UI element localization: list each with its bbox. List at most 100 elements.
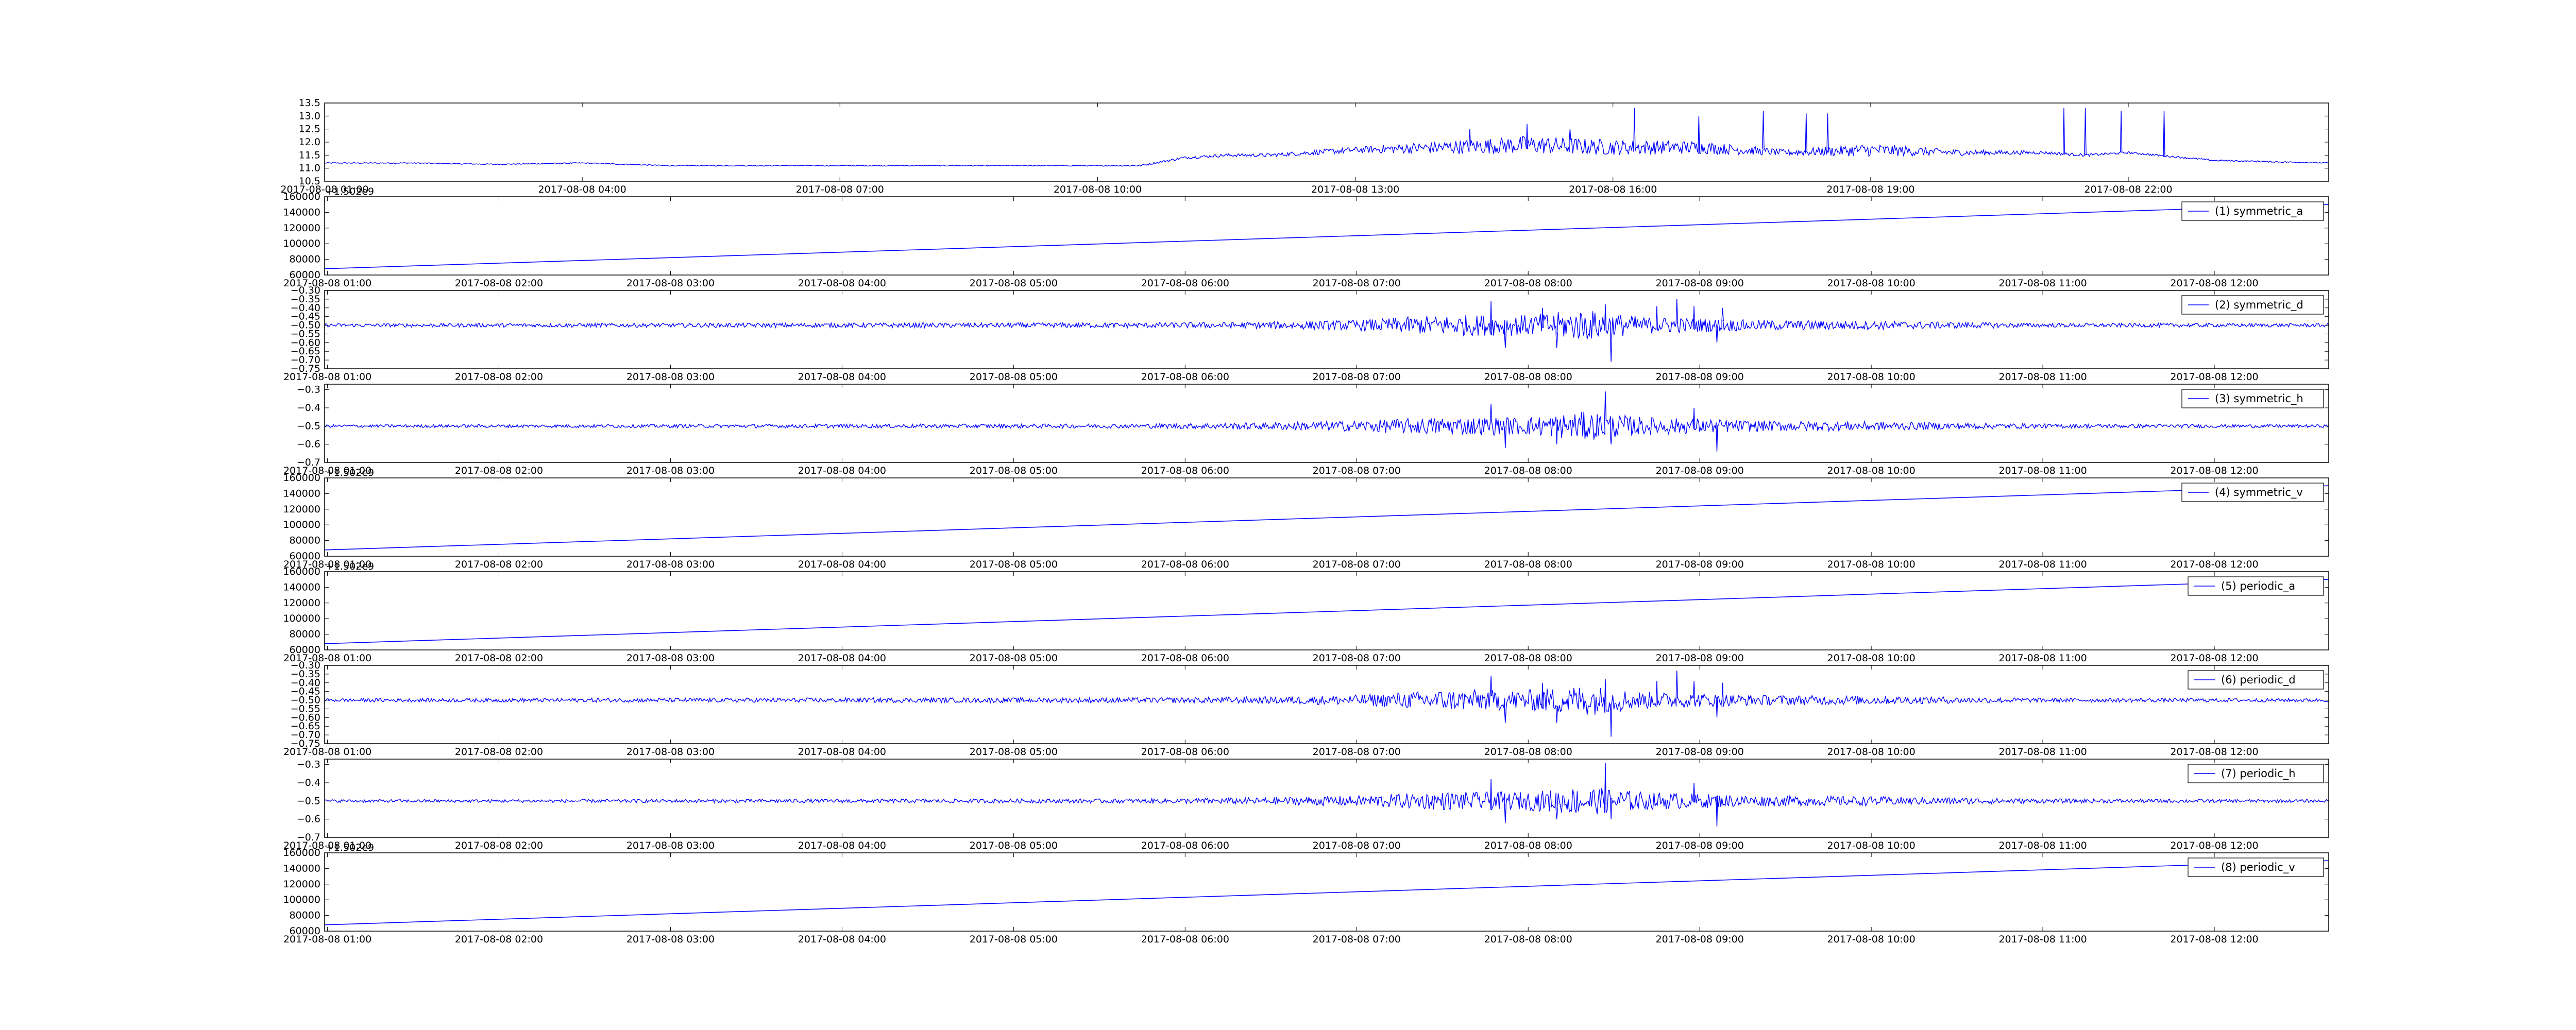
xtick-label: 2017-08-08 11:00 <box>1998 746 2087 758</box>
xtick-label: 2017-08-08 04:00 <box>798 465 886 476</box>
xtick-label: 2017-08-08 02:00 <box>455 934 543 945</box>
ytick-label: 140000 <box>283 863 320 874</box>
xtick-label: 2017-08-08 04:00 <box>798 653 886 664</box>
xtick-label: 2017-08-08 01:00 <box>283 934 371 945</box>
ytick-label: −0.50 <box>291 320 320 331</box>
xtick-label: 2017-08-08 01:00 <box>283 653 371 664</box>
xtick-label: 2017-08-08 03:00 <box>626 371 715 383</box>
series-line-periodic_a <box>324 579 2329 644</box>
xtick-label: 2017-08-08 07:00 <box>796 184 884 195</box>
xtick-label: 2017-08-08 04:00 <box>798 559 886 570</box>
xtick-label: 2017-08-08 01:00 <box>283 465 371 476</box>
ytick-label: −0.55 <box>291 703 320 714</box>
ytick-label: 60000 <box>290 551 320 562</box>
xtick-label: 2017-08-08 11:00 <box>1998 278 2087 289</box>
ytick-label: 160000 <box>283 847 320 859</box>
offset-label: +1.502e9 <box>326 186 374 197</box>
legend-periodic_v: (8) periodic_v <box>2188 857 2324 877</box>
ytick-label: 100000 <box>283 894 320 905</box>
xtick-label: 2017-08-08 06:00 <box>1141 746 1229 758</box>
ytick-label: −0.5 <box>297 795 320 806</box>
ytick-label: −0.7 <box>297 832 320 843</box>
axes-frame-periodic_d <box>324 665 2329 744</box>
xtick-label: 2017-08-08 05:00 <box>970 465 1058 476</box>
subplot-periodic_h: −0.7 −0.6 −0.5 −0.4 −0.3 2017-08-08 01:00 2017… <box>283 759 2329 851</box>
xtick-label: 2017-08-08 11:00 <box>1998 934 2087 945</box>
subplot-periodic_a: 60000800001000001200001400001600002017-0… <box>283 561 2329 664</box>
xtick-label: 2017-08-08 10:00 <box>1827 840 1916 851</box>
ytick-label: −0.3 <box>297 384 320 396</box>
ytick-label: −0.70 <box>291 729 320 741</box>
axes-frame-periodic_a <box>324 571 2329 650</box>
xtick-label: 2017-08-08 01:00 <box>283 559 371 570</box>
offset-label: +1.502e9 <box>326 561 374 572</box>
legend-label: (5) periodic_a <box>2221 580 2295 593</box>
xtick-label: 2017-08-08 07:00 <box>1313 653 1401 664</box>
xtick-label: 2017-08-08 06:00 <box>1141 653 1229 664</box>
ytick-label: 60000 <box>290 644 320 656</box>
legend-label: (3) symmetric_h <box>2215 392 2303 405</box>
xtick-label: 2017-08-08 01:00 <box>283 746 371 758</box>
ytick-label: −0.3 <box>297 759 320 770</box>
xtick-label: 2017-08-08 11:00 <box>1998 840 2087 851</box>
xtick-label: 2017-08-08 01:00 <box>283 278 371 289</box>
xtick-label: 2017-08-08 10:00 <box>1827 934 1916 945</box>
ytick-label: 12.5 <box>299 124 320 135</box>
xtick-label: 2017-08-08 07:00 <box>1313 278 1401 289</box>
xtick-label: 2017-08-08 02:00 <box>455 746 543 758</box>
ytick-label: 100000 <box>283 238 320 249</box>
series-line-raw <box>324 108 2329 167</box>
ytick-label: −0.35 <box>291 294 320 305</box>
xtick-label: 2017-08-08 19:00 <box>1826 184 1914 195</box>
xtick-label: 2017-08-08 12:00 <box>2170 465 2258 476</box>
ytick-label: 10.5 <box>299 176 320 187</box>
ytick-label: −0.55 <box>291 328 320 339</box>
legend-periodic_d: (6) periodic_d <box>2188 670 2324 690</box>
ytick-label: −0.65 <box>291 720 320 732</box>
offset-label: +1.502e9 <box>326 467 374 478</box>
subplot-raw: 10.5 11.0 11.512.012.5 13.013.5 2017-08-08 0… <box>280 97 2329 195</box>
ytick-label: −0.7 <box>297 457 320 468</box>
ytick-label: 11.5 <box>299 149 320 161</box>
xtick-label: 2017-08-08 10:00 <box>1054 184 1142 195</box>
subplot-symmetric_h: −0.7 −0.6 −0.5 −0.4 −0.3 2017-08-08 01:00 2017… <box>283 384 2329 476</box>
ytick-label: −0.40 <box>291 677 320 689</box>
xtick-label: 2017-08-08 07:00 <box>1313 465 1401 476</box>
xtick-label: 2017-08-08 03:00 <box>626 559 715 570</box>
legend-label: (6) periodic_d <box>2221 674 2296 686</box>
axes-frame-periodic_h <box>324 759 2329 838</box>
ytick-label: 100000 <box>283 613 320 624</box>
ytick-label: −0.50 <box>291 695 320 706</box>
ytick-label: −0.70 <box>291 354 320 366</box>
xtick-label: 2017-08-08 08:00 <box>1484 653 1572 664</box>
ytick-label: 60000 <box>290 269 320 281</box>
xtick-label: 2017-08-08 03:00 <box>626 840 715 851</box>
xtick-label: 2017-08-08 04:00 <box>798 934 886 945</box>
xtick-label: 2017-08-08 22:00 <box>2084 184 2172 195</box>
ytick-label: −0.30 <box>291 285 320 296</box>
xtick-label: 2017-08-08 11:00 <box>1998 371 2087 383</box>
axes-frame-symmetric_h <box>324 384 2329 463</box>
subplot-symmetric_a: 60000800001000001200001400001600002017-0… <box>283 186 2329 289</box>
ytick-label: −0.35 <box>291 668 320 680</box>
subplot-symmetric_d: −0.75−0.70−0.65−0.60−0.55−0.50−0.45−0.40… <box>283 285 2329 383</box>
xtick-label: 2017-08-08 06:00 <box>1141 934 1229 945</box>
ytick-label: 80000 <box>290 629 320 640</box>
legend-label: (7) periodic_h <box>2221 767 2296 780</box>
series-line-periodic_d <box>324 671 2329 737</box>
xtick-label: 2017-08-08 07:00 <box>1313 746 1401 758</box>
ytick-label: −0.45 <box>291 311 320 322</box>
ytick-label: 160000 <box>283 472 320 484</box>
xtick-label: 2017-08-08 12:00 <box>2170 371 2258 383</box>
ytick-label: 13.5 <box>299 97 320 109</box>
xtick-label: 2017-08-08 11:00 <box>1998 653 2087 664</box>
xtick-label: 2017-08-08 07:00 <box>1313 371 1401 383</box>
ytick-label: 80000 <box>290 535 320 546</box>
ytick-label: −0.75 <box>291 738 320 749</box>
xtick-label: 2017-08-08 12:00 <box>2170 559 2258 570</box>
ytick-label: 160000 <box>283 191 320 202</box>
xtick-label: 2017-08-08 12:00 <box>2170 653 2258 664</box>
xtick-label: 2017-08-08 06:00 <box>1141 840 1229 851</box>
xtick-label: 2017-08-08 02:00 <box>455 559 543 570</box>
